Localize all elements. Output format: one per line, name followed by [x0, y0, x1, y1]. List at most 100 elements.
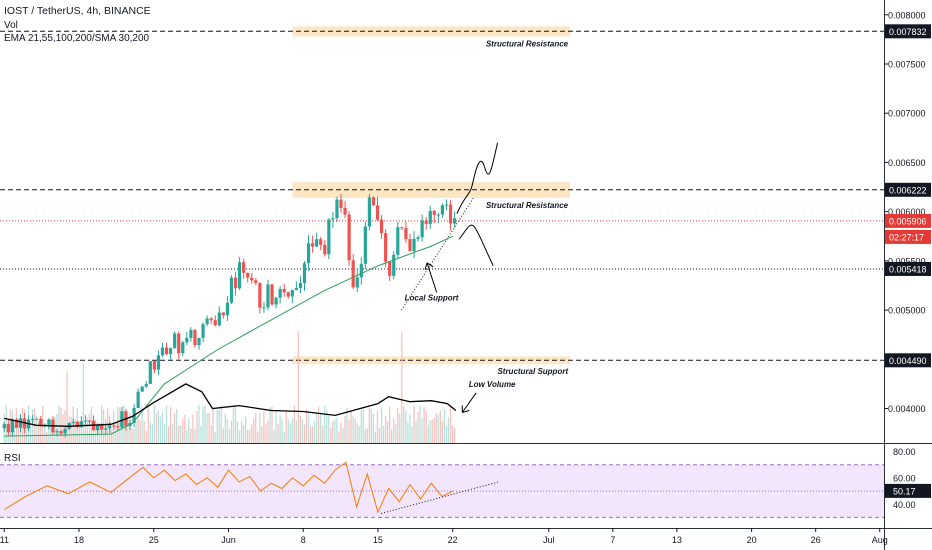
volume-bar [46, 432, 48, 443]
candle-body [408, 239, 412, 252]
volume-bar [232, 406, 235, 443]
volume-bar [204, 405, 206, 443]
volume-bar [143, 421, 145, 443]
volume-bar [257, 431, 259, 443]
volume-bar [165, 405, 168, 443]
candle-body [47, 419, 51, 425]
volume-bar [74, 419, 76, 443]
volume-bar [326, 409, 328, 443]
volume-bar [421, 418, 423, 443]
time-tick-label: 22 [448, 535, 458, 545]
volume-bar [253, 418, 255, 443]
current-price-label: 0.005906 [889, 216, 927, 226]
volume-bar [44, 425, 46, 443]
volume-bar [236, 421, 239, 443]
candle-body [270, 284, 274, 305]
candle-body [164, 347, 169, 355]
volume-bar [230, 421, 233, 443]
candle-body [335, 199, 339, 219]
volume-bar [293, 405, 295, 443]
volume-bar [186, 431, 188, 443]
volume-bar [291, 418, 293, 443]
volume-bar [380, 407, 383, 443]
candle-body [286, 292, 290, 297]
candle-body [448, 204, 453, 224]
volume-bar [98, 423, 101, 443]
candle-body [242, 262, 246, 273]
zone-label-0: Structural Resistance [486, 39, 569, 48]
zone-label-1: Structural Resistance [486, 201, 569, 210]
volume-bar [54, 416, 56, 443]
candle-body [144, 383, 148, 387]
volume-bar [395, 423, 397, 443]
volume-bar [56, 413, 58, 443]
volume-bar [131, 428, 133, 443]
volume-bar [324, 405, 326, 443]
candle-body [71, 421, 75, 424]
candle-body [22, 418, 27, 429]
volume-bar [161, 411, 164, 443]
candle-body [35, 418, 39, 420]
volume-bar [305, 409, 308, 443]
volume-bar [358, 425, 360, 443]
volume-bar [149, 421, 151, 443]
volume-bar [127, 417, 129, 443]
volume-bar [384, 415, 387, 443]
volume-bar [340, 422, 342, 443]
candle-body [10, 419, 14, 433]
volume-bar [42, 406, 44, 443]
candle-body [108, 425, 112, 429]
candle-body [274, 297, 278, 305]
volume-bar [220, 405, 222, 443]
volume-bar [157, 410, 160, 443]
candle-body [351, 260, 355, 288]
candle-body [404, 228, 408, 240]
candle-body [140, 386, 144, 392]
volume-bar [13, 425, 16, 443]
projection-down [458, 224, 494, 267]
volume-bar [107, 407, 109, 443]
volume-bar [451, 425, 454, 443]
price-tick-label: 0.005500 [888, 256, 926, 266]
candle-body [282, 288, 286, 293]
time-tick-label: 26 [811, 535, 821, 545]
price-tick-label: 0.008000 [888, 10, 926, 20]
volume-bar [435, 413, 437, 443]
candle-body [355, 277, 359, 288]
volume-bar [376, 411, 379, 443]
candle-body [6, 424, 10, 433]
candle-body [87, 420, 92, 422]
candle-body [2, 424, 6, 429]
volume-bar [190, 428, 192, 443]
volume-bar [352, 415, 354, 443]
volume-bar [423, 407, 425, 443]
volume-bar [368, 407, 371, 443]
candle-body [311, 243, 315, 247]
candle-body [347, 214, 351, 261]
volume-bar [401, 332, 403, 443]
volume-bar [123, 405, 125, 443]
candle-body [75, 421, 79, 427]
candle-body [237, 262, 242, 289]
volume-bar [133, 428, 135, 443]
volume-bar [173, 412, 176, 443]
volume-bar [277, 423, 279, 443]
candle-body [246, 272, 250, 278]
price-label-box [885, 261, 931, 276]
annotation-local-support: Local Support [405, 293, 459, 302]
zone-0 [292, 26, 571, 37]
volume-bar [180, 425, 182, 443]
volume-bar [289, 423, 291, 443]
volume-bar [453, 428, 456, 443]
volume-bar [269, 407, 271, 443]
volume-bar [403, 405, 405, 443]
volume-bar [287, 418, 289, 443]
volume-bar [279, 414, 281, 443]
candle-body [181, 342, 185, 354]
volume-bar [342, 428, 344, 443]
candle-body [379, 219, 384, 234]
candle-body [294, 288, 298, 291]
candle-body [104, 428, 108, 430]
candle-body [250, 277, 254, 281]
time-tick-label: Jul [543, 535, 555, 545]
